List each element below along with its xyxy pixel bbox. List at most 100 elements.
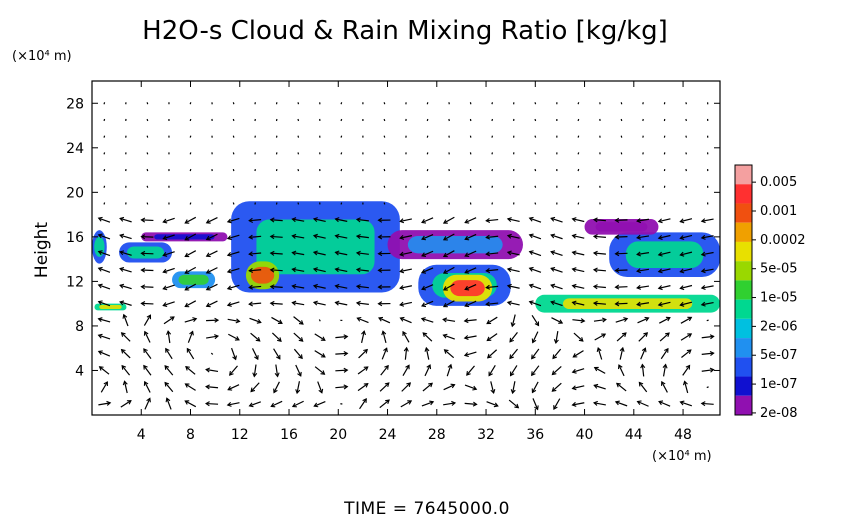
wind-vector bbox=[658, 218, 671, 223]
wind-vector bbox=[249, 302, 262, 305]
wind-vector bbox=[615, 252, 628, 255]
wind-vector bbox=[531, 348, 540, 359]
wind-vector bbox=[100, 381, 108, 393]
wind-vector bbox=[532, 331, 539, 343]
wind-vector-head bbox=[291, 283, 297, 289]
wind-vector-head bbox=[528, 300, 534, 306]
wind-vector bbox=[421, 267, 434, 274]
wind-vector-head bbox=[485, 251, 491, 257]
wind-vector bbox=[380, 365, 389, 376]
wind-vector-head bbox=[378, 316, 384, 322]
wind-vector bbox=[359, 398, 367, 410]
wind-vector-head bbox=[164, 365, 170, 370]
wind-vector-head bbox=[120, 332, 126, 337]
wind-vector bbox=[230, 347, 237, 360]
wind-vector bbox=[620, 135, 623, 138]
wind-vector-head bbox=[643, 332, 649, 337]
wind-vector-head bbox=[383, 347, 388, 353]
wind-vector bbox=[552, 348, 562, 359]
wind-vector bbox=[422, 382, 433, 392]
wind-vector-head bbox=[226, 302, 232, 307]
wind-vector bbox=[486, 269, 499, 272]
wind-vector-head bbox=[550, 216, 556, 222]
wind-vector bbox=[335, 285, 348, 289]
wind-vector-head bbox=[140, 234, 146, 240]
colorbar-label: 1e-05 bbox=[760, 291, 798, 306]
wind-vector bbox=[335, 251, 348, 256]
wind-vector bbox=[615, 302, 628, 305]
wind-vector bbox=[206, 335, 219, 339]
wind-vector bbox=[187, 331, 194, 343]
wind-vector bbox=[529, 284, 542, 290]
wind-vector-head bbox=[252, 372, 258, 378]
cloud-core-low-band-right bbox=[563, 298, 693, 310]
wind-vector bbox=[356, 268, 369, 272]
wind-vector-head bbox=[184, 269, 190, 274]
wind-vector-head bbox=[614, 234, 620, 240]
wind-vector-head bbox=[205, 285, 211, 291]
wind-vector-head bbox=[297, 371, 302, 377]
wind-vector bbox=[658, 268, 671, 273]
cloud-core-low-left bbox=[99, 305, 122, 310]
wind-vector bbox=[163, 217, 175, 223]
wind-vector-head bbox=[320, 336, 326, 341]
wind-vector-head bbox=[550, 300, 556, 306]
wind-vector bbox=[641, 364, 645, 377]
wind-vector bbox=[486, 333, 498, 342]
wind-vector bbox=[141, 302, 154, 305]
x-tick-label: 40 bbox=[576, 427, 594, 443]
wind-vector-head bbox=[269, 267, 275, 273]
wind-vector-head bbox=[343, 351, 349, 357]
wind-vector-head bbox=[143, 330, 149, 336]
wind-vector bbox=[184, 233, 197, 241]
x-tick-label: 12 bbox=[231, 427, 249, 443]
wind-vector bbox=[144, 331, 151, 343]
wind-vector-head bbox=[534, 321, 540, 327]
wind-vector bbox=[335, 235, 348, 239]
colorbar-label: 0.0002 bbox=[760, 233, 806, 248]
wind-vector-head bbox=[399, 234, 405, 240]
wind-vector-head bbox=[298, 354, 303, 360]
wind-vector bbox=[443, 283, 455, 291]
wind-vector bbox=[383, 168, 386, 172]
wind-vector-head bbox=[97, 350, 103, 356]
wind-vector bbox=[314, 350, 326, 358]
wind-vector-head bbox=[98, 366, 104, 371]
y-axis-label: Height bbox=[32, 222, 52, 279]
wind-vector bbox=[232, 185, 235, 188]
wind-vector bbox=[466, 365, 475, 376]
wind-vector bbox=[295, 364, 302, 377]
wind-vector bbox=[512, 381, 516, 394]
wind-vector-head bbox=[464, 252, 470, 258]
wind-vector bbox=[184, 300, 197, 308]
wind-vector bbox=[550, 217, 563, 223]
wind-vector-head bbox=[399, 218, 405, 224]
colorbar-label: 0.005 bbox=[760, 175, 797, 190]
wind-vector bbox=[426, 102, 429, 105]
colorbar-label: 5e-05 bbox=[760, 262, 798, 277]
wind-vector-head bbox=[442, 219, 448, 224]
wind-vector bbox=[313, 301, 326, 306]
wind-vector bbox=[615, 236, 628, 238]
wind-vector-head bbox=[97, 250, 103, 255]
wind-vector-head bbox=[614, 284, 620, 290]
wind-vector-head bbox=[407, 400, 413, 405]
plot-frame bbox=[91, 80, 721, 416]
cloud-core-high-purple-44 bbox=[595, 222, 648, 232]
wind-vector bbox=[383, 135, 386, 138]
wind-vector bbox=[486, 316, 498, 325]
y-tick-label: 24 bbox=[66, 141, 84, 157]
wind-vector-head bbox=[385, 399, 390, 405]
y-tick-label: 4 bbox=[75, 363, 84, 379]
wind-vector bbox=[685, 185, 687, 188]
wind-vector-head bbox=[162, 302, 168, 307]
wind-vector-head bbox=[679, 285, 685, 291]
wind-vector bbox=[508, 399, 519, 409]
wind-vector bbox=[292, 302, 305, 306]
wind-vector-head bbox=[232, 355, 237, 361]
wind-vector bbox=[615, 401, 628, 407]
wind-vector-head bbox=[355, 250, 361, 256]
wind-vector-head bbox=[320, 370, 326, 375]
wind-vector bbox=[206, 300, 218, 307]
colorbar-swatch bbox=[735, 203, 752, 223]
